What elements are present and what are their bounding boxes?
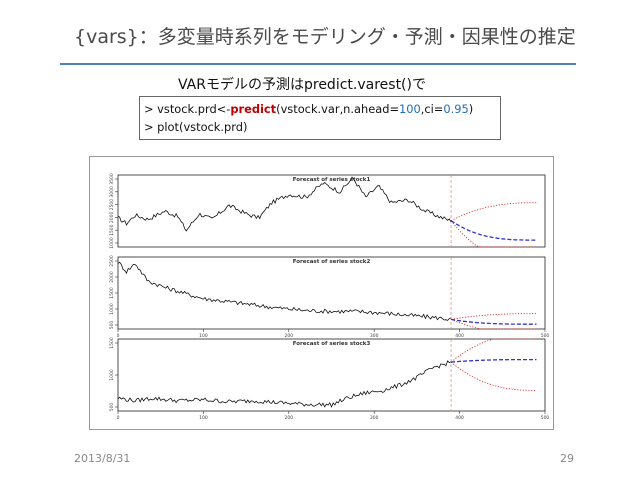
panel-title: Forecast of series stock3 <box>293 341 371 347</box>
x-tick-label: 100 <box>199 333 208 339</box>
x-tick-label: 200 <box>285 333 294 339</box>
y-tick-label: 2000 <box>109 212 115 224</box>
code-token: > vstock.prd<- <box>144 102 231 116</box>
y-tick-label: 1500 <box>109 337 115 349</box>
x-tick-label: 500 <box>541 333 550 339</box>
history-line <box>117 261 452 321</box>
footer-date: 2013/8/31 <box>74 452 131 465</box>
code-line-2: > plot(vstock.prd) <box>144 120 248 134</box>
ci-lower-line <box>450 220 537 248</box>
y-tick-label: 1000 <box>109 237 115 249</box>
y-tick-label: 2500 <box>109 255 115 267</box>
ci-lower-line <box>450 318 537 330</box>
code-token: (vstock.var,n.ahead= <box>276 102 399 116</box>
forecast-line <box>451 358 537 363</box>
x-tick-label: 200 <box>285 415 294 421</box>
panel-title: Forecast of series stock2 <box>293 259 371 265</box>
y-tick-label: 1500 <box>109 224 115 236</box>
y-tick-label: 2000 <box>109 271 115 283</box>
panel-frame <box>117 338 546 412</box>
ci-upper-line <box>450 338 537 363</box>
title-divider <box>60 63 576 65</box>
ci-lower-line <box>450 361 537 391</box>
page-number: 29 <box>560 452 574 465</box>
code-token: ) <box>468 102 474 116</box>
code-line-1: > vstock.prd<-predict(vstock.var,n.ahead… <box>144 100 496 118</box>
code-block: > vstock.prd<-predict(vstock.var,n.ahead… <box>139 96 501 140</box>
forecast-plot-svg: Forecast of series stock1100015002000250… <box>109 173 550 421</box>
x-tick-label: 300 <box>370 333 379 339</box>
panel-title: Forecast of series stock1 <box>293 177 371 183</box>
x-tick-label: 400 <box>455 415 464 421</box>
forecast-line <box>450 220 537 241</box>
ci-upper-line <box>451 313 537 320</box>
x-tick-label: 100 <box>199 415 208 421</box>
x-tick-label: 400 <box>455 333 464 339</box>
forecast-line <box>450 318 537 325</box>
ci-upper-line <box>450 202 537 222</box>
y-tick-label: 500 <box>109 403 115 412</box>
x-tick-label: 0 <box>117 415 120 421</box>
code-token: predict <box>230 102 277 116</box>
x-tick-label: 0 <box>117 333 120 339</box>
y-tick-label: 3500 <box>109 173 115 185</box>
code-token: 0.95 <box>443 102 469 116</box>
y-tick-label: 2500 <box>109 199 115 211</box>
history-line <box>117 360 452 408</box>
y-tick-label: 1000 <box>109 369 115 381</box>
slide-title: {vars}：多変量時系列をモデリング・予測・因果性の推定 <box>74 26 576 48</box>
y-tick-label: 1500 <box>109 287 115 299</box>
panel-frame <box>117 174 546 248</box>
history-line <box>117 176 452 232</box>
code-token: ,ci= <box>420 102 444 116</box>
y-tick-label: 3000 <box>109 186 115 198</box>
x-tick-label: 300 <box>370 415 379 421</box>
y-tick-label: 500 <box>109 321 115 330</box>
code-token: 100 <box>399 102 421 116</box>
forecast-plot: Forecast of series stock1 1000 1500 2000 250… <box>89 156 554 430</box>
x-tick-label: 500 <box>541 415 550 421</box>
slide-subtitle: VARモデルの予測はpredict.varest()で <box>178 77 426 93</box>
y-tick-label: 1000 <box>109 303 115 315</box>
